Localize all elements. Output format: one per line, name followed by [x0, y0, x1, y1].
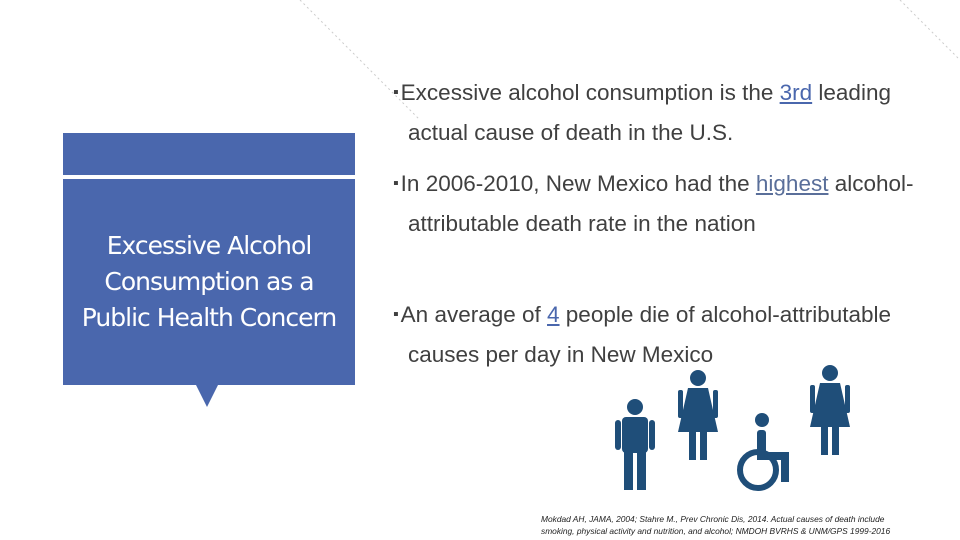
woman-icon: [810, 365, 850, 455]
text: alcohol-attributable death rate in the n…: [408, 171, 914, 236]
text: leading actual cause of death in the U.S…: [408, 80, 891, 145]
text: In 2006-2010, New Mexico had the: [400, 171, 756, 196]
bullet: An average of 4 people die of alcohol-at…: [393, 295, 953, 375]
wheelchair-icon: [737, 413, 789, 491]
deco-line: [899, 0, 960, 61]
bullet: Excessive alcohol consumption is the 3rd…: [393, 73, 953, 153]
man-icon: [615, 399, 655, 490]
text: An average of: [400, 302, 548, 327]
title: Excessive Alcohol Consumption as a Publi…: [81, 231, 337, 332]
citation: Mokdad AH, JAMA, 2004; Stahre M., Prev C…: [541, 513, 960, 537]
highlight: 3rd: [779, 80, 813, 105]
citation-line: Mokdad AH, JAMA, 2004; Stahre M., Prev C…: [541, 514, 885, 524]
bullet: In 2006-2010, New Mexico had the highest…: [393, 164, 953, 244]
title-band: [63, 133, 355, 175]
text: Excessive alcohol consumption is the: [400, 80, 780, 105]
highlight: highest: [755, 171, 829, 196]
pointer: [196, 385, 218, 407]
woman-icon: [678, 370, 718, 460]
text: people die of alcohol-attributable cause…: [408, 302, 892, 367]
highlight: 4: [547, 302, 560, 327]
title-box: Excessive Alcohol Consumption as a Publi…: [63, 179, 355, 385]
people-icons: [615, 365, 850, 491]
citation-line: smoking, physical activity and nutrition…: [541, 526, 891, 536]
